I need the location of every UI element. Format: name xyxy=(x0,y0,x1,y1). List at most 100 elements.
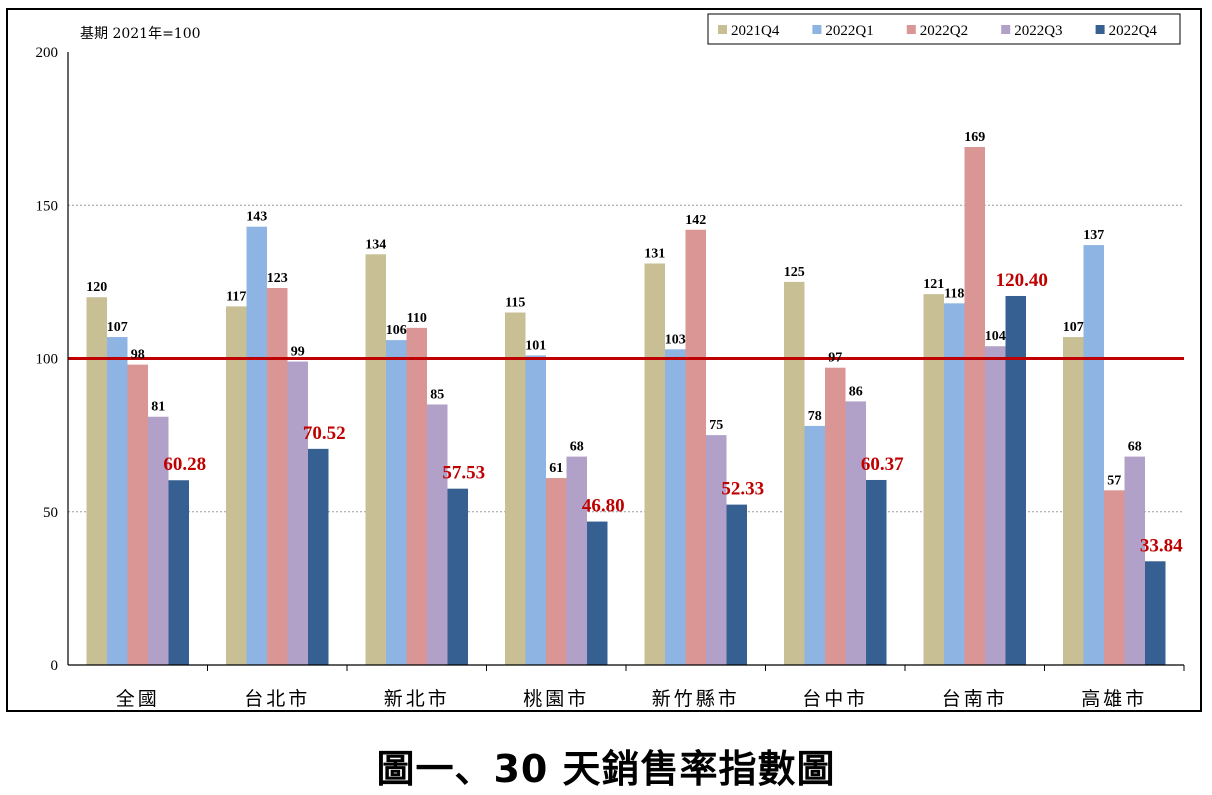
bar xyxy=(944,303,965,665)
data-label: 60.28 xyxy=(163,454,206,475)
data-label: 57 xyxy=(1107,473,1121,488)
data-label: 68 xyxy=(1128,440,1142,455)
data-label: 75 xyxy=(709,418,723,433)
legend-swatch xyxy=(906,25,916,34)
bar xyxy=(546,478,567,665)
data-label: 97 xyxy=(828,351,842,366)
bar xyxy=(804,425,825,665)
bar xyxy=(287,361,308,665)
data-label: 101 xyxy=(525,338,546,353)
y-tick-label: 0 xyxy=(51,658,59,674)
bar xyxy=(985,346,1006,665)
chart-frame: 0 50 100 150 200 全國 台北市 新北市 桃園市 新竹縣市 台中市 台南市 高雄市 120… xyxy=(6,8,1202,712)
axes: 0 50 100 150 200 全國 台北市 新北市 桃園市 新竹縣市 台中市 台南市 高雄市 xyxy=(36,45,1185,710)
data-label: 52.33 xyxy=(721,479,764,500)
legend-swatch xyxy=(812,25,822,34)
data-label: 123 xyxy=(267,271,288,286)
bar xyxy=(866,479,887,665)
base-period-note: 基期 2021年=100 xyxy=(80,25,201,42)
bar xyxy=(1005,295,1026,665)
data-label: 78 xyxy=(808,409,822,424)
legend-swatch xyxy=(718,25,727,34)
y-tick-label: 50 xyxy=(43,505,58,521)
data-label: 60.37 xyxy=(861,454,904,475)
data-label: 107 xyxy=(1063,320,1084,335)
data-label: 118 xyxy=(944,286,964,301)
x-category-label: 台北市 xyxy=(244,688,310,710)
legend-swatch xyxy=(1001,25,1011,34)
bar xyxy=(427,404,448,665)
bar xyxy=(505,312,526,665)
y-tick-label: 100 xyxy=(36,352,59,368)
bar xyxy=(447,488,468,665)
bar xyxy=(1063,337,1084,665)
data-label: 143 xyxy=(246,210,267,225)
data-label: 137 xyxy=(1083,228,1104,243)
bar xyxy=(525,355,546,665)
value-labels: 120107988160.281171431239970.52134106110… xyxy=(86,130,1183,556)
bar xyxy=(365,254,386,666)
data-label: 61 xyxy=(549,461,563,476)
data-label: 86 xyxy=(849,384,863,399)
bar xyxy=(644,263,665,665)
y-tick-label: 150 xyxy=(36,198,59,214)
data-label: 46.80 xyxy=(582,496,625,517)
bar xyxy=(587,521,608,665)
legend-label: 2021Q4 xyxy=(731,23,780,39)
y-tick-label: 200 xyxy=(36,45,59,61)
data-label: 81 xyxy=(151,400,165,415)
data-label: 33.84 xyxy=(1140,535,1183,556)
bar xyxy=(246,226,267,665)
data-label: 120.40 xyxy=(996,270,1048,291)
bar xyxy=(665,349,686,665)
data-label: 107 xyxy=(107,320,128,335)
data-label: 117 xyxy=(226,289,246,304)
bar xyxy=(825,367,846,665)
data-label: 85 xyxy=(430,387,444,402)
data-label: 106 xyxy=(386,323,407,338)
bar xyxy=(1104,490,1125,665)
bar xyxy=(923,294,944,665)
data-label: 104 xyxy=(985,329,1006,344)
bar xyxy=(1145,561,1166,665)
bar xyxy=(148,416,169,665)
legend: 2021Q4 2022Q1 2022Q2 2022Q3 2022Q4 xyxy=(707,13,1181,45)
x-category-label: 台南市 xyxy=(942,688,1008,710)
bar xyxy=(226,306,247,665)
x-category-label: 新北市 xyxy=(384,688,450,710)
bars xyxy=(86,147,1166,666)
bar xyxy=(726,504,747,665)
data-label: 131 xyxy=(644,246,665,261)
data-label: 110 xyxy=(407,311,427,326)
bar-chart: 0 50 100 150 200 全國 台北市 新北市 桃園市 新竹縣市 台中市 台南市 高雄市 120… xyxy=(36,13,1185,710)
data-label: 142 xyxy=(685,213,706,228)
data-label: 99 xyxy=(291,345,305,360)
data-label: 169 xyxy=(964,130,985,145)
bar xyxy=(1124,456,1145,665)
data-label: 68 xyxy=(570,440,584,455)
data-label: 125 xyxy=(784,265,805,280)
data-label: 57.53 xyxy=(442,463,485,484)
data-label: 70.52 xyxy=(303,423,346,444)
bar xyxy=(566,456,587,665)
data-label: 134 xyxy=(365,237,386,252)
bar xyxy=(386,340,407,665)
x-category-label: 桃園市 xyxy=(523,688,589,710)
x-category-label: 全國 xyxy=(116,688,160,710)
data-label: 103 xyxy=(665,332,686,347)
bar xyxy=(267,288,288,665)
bar xyxy=(964,147,985,665)
bar xyxy=(168,480,189,665)
bar xyxy=(845,401,866,665)
figure-caption: 圖一、30 天銷售率指數圖 xyxy=(376,747,836,791)
data-label: 121 xyxy=(923,277,944,292)
x-category-label: 台中市 xyxy=(802,688,868,710)
bar xyxy=(706,435,727,665)
bar xyxy=(86,297,107,665)
legend-swatch xyxy=(1095,25,1105,34)
bar xyxy=(784,281,805,665)
bar xyxy=(406,327,427,665)
data-label: 115 xyxy=(505,296,525,311)
data-label: 98 xyxy=(131,348,145,363)
legend-label: 2022Q1 xyxy=(825,23,873,39)
